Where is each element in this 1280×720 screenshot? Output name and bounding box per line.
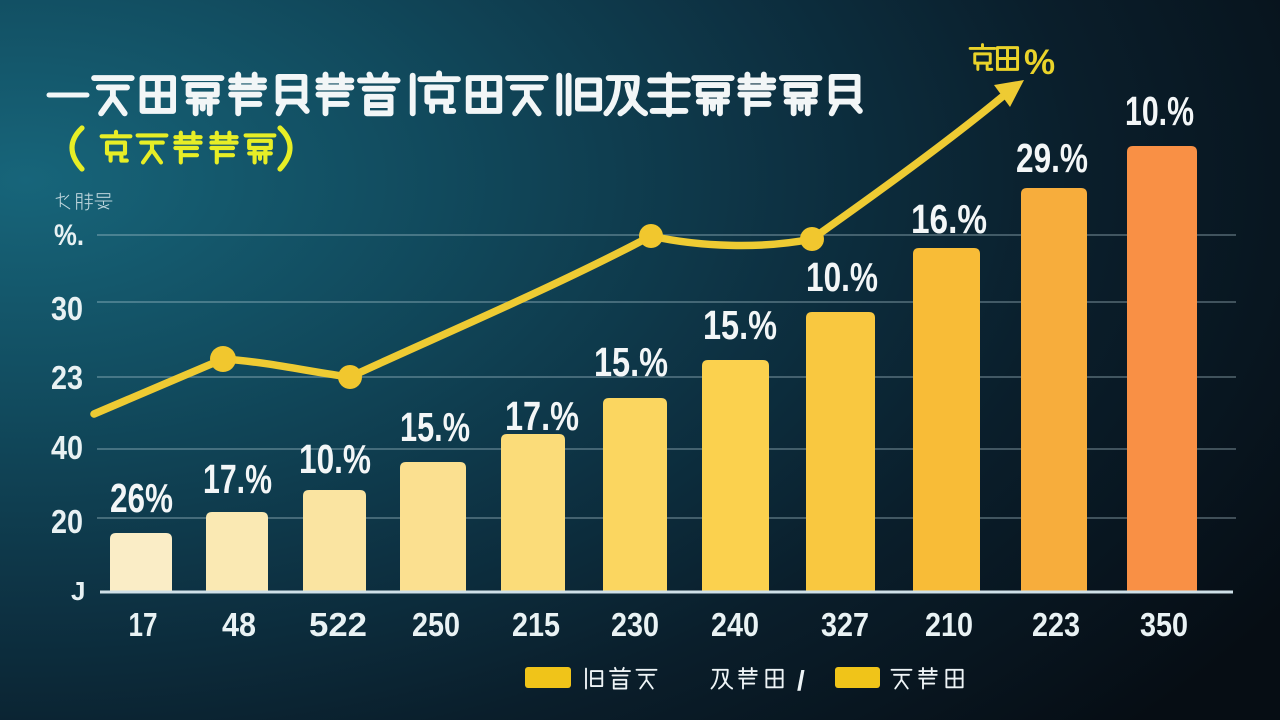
- svg-text:10.%: 10.%: [1125, 88, 1194, 134]
- svg-text:J: J: [71, 576, 85, 606]
- svg-text:350: 350: [1140, 606, 1188, 643]
- svg-text:29.%: 29.%: [1016, 135, 1088, 181]
- svg-text:17: 17: [129, 606, 158, 643]
- svg-text:20: 20: [51, 503, 83, 540]
- svg-text:215: 215: [512, 606, 560, 643]
- svg-text:15.%: 15.%: [400, 404, 470, 450]
- svg-text:/: /: [797, 665, 805, 696]
- svg-text:17.%: 17.%: [505, 393, 579, 439]
- svg-text:23: 23: [51, 359, 83, 396]
- svg-text:230: 230: [611, 606, 659, 643]
- svg-text:327: 327: [821, 606, 869, 643]
- svg-text:10.%: 10.%: [806, 254, 878, 300]
- svg-text:17.%: 17.%: [203, 456, 272, 502]
- svg-text:210: 210: [925, 606, 973, 643]
- svg-text:%: %: [1024, 43, 1055, 82]
- svg-text:240: 240: [711, 606, 759, 643]
- svg-text:522: 522: [309, 606, 367, 643]
- svg-text:30: 30: [51, 290, 83, 327]
- svg-text:15.%: 15.%: [594, 339, 668, 385]
- svg-text:26%: 26%: [110, 475, 173, 521]
- svg-text:16.%: 16.%: [911, 196, 987, 242]
- svg-text:10.%: 10.%: [299, 436, 371, 482]
- svg-text:250: 250: [412, 606, 460, 643]
- svg-text:223: 223: [1032, 606, 1080, 643]
- svg-text:48: 48: [222, 606, 256, 643]
- svg-text:15.%: 15.%: [703, 302, 777, 348]
- svg-text:40: 40: [51, 429, 83, 466]
- svg-text:%.: %.: [54, 219, 84, 252]
